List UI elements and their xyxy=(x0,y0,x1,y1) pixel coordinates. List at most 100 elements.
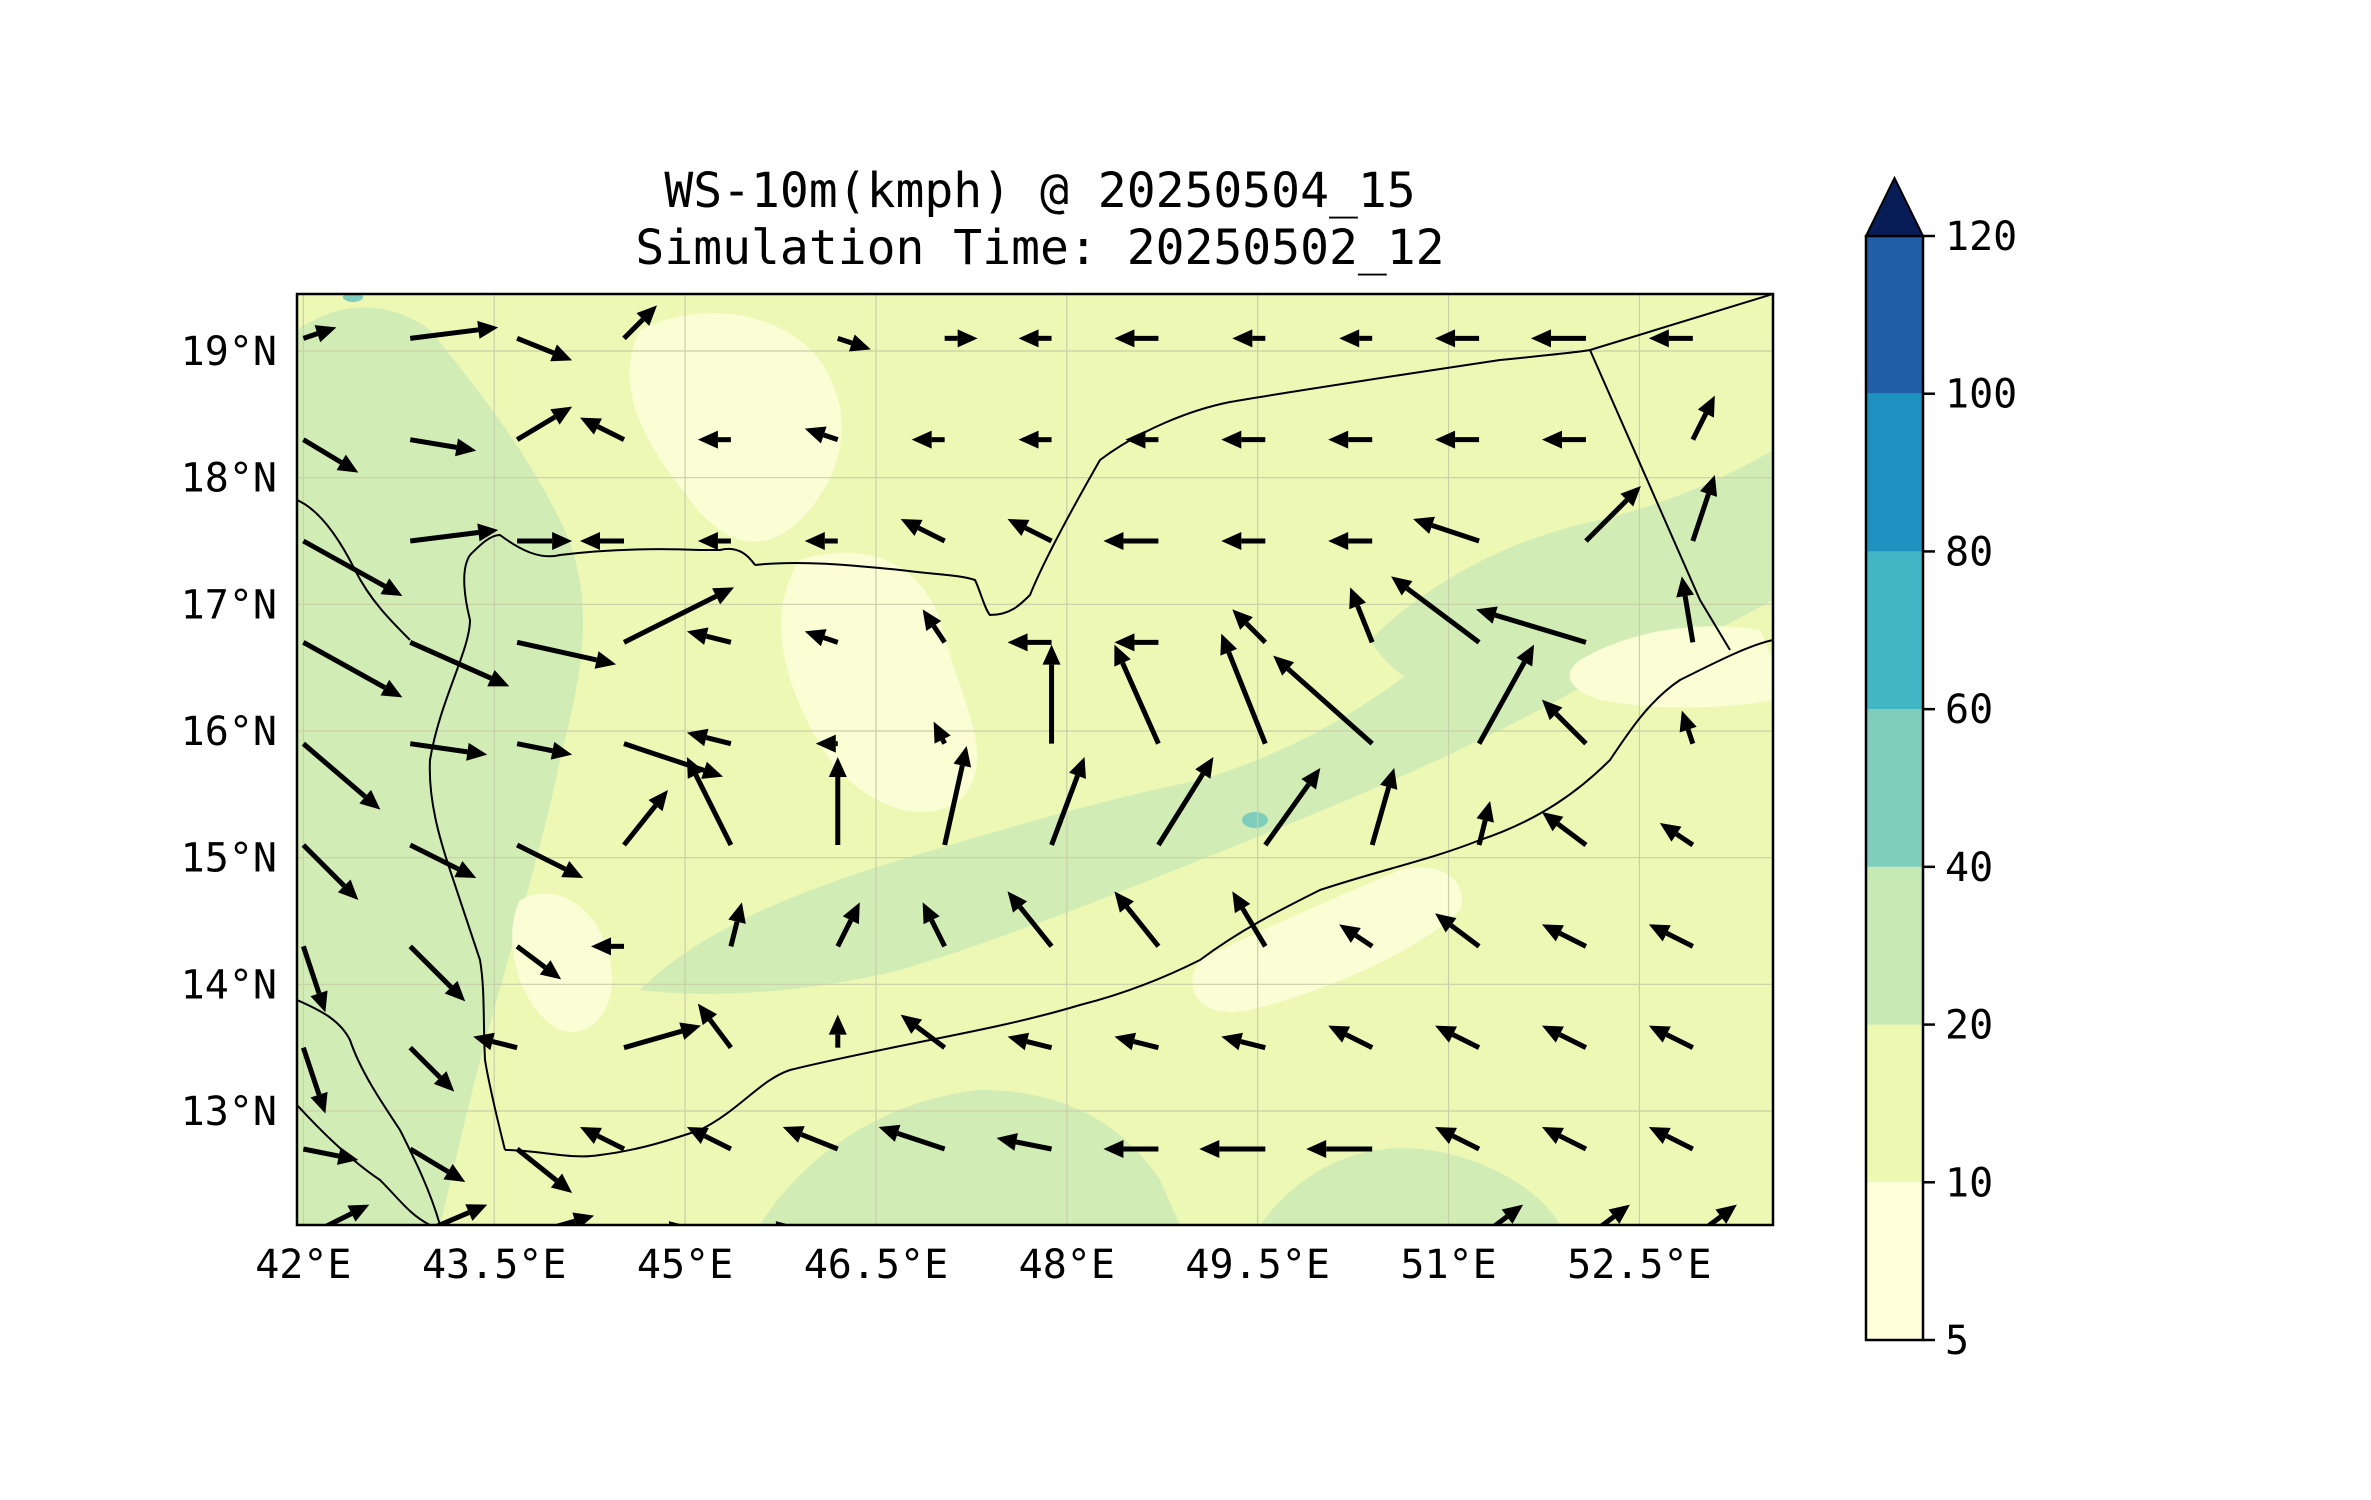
wind-vector xyxy=(622,305,658,341)
wind-vector xyxy=(944,329,978,348)
wind-vector xyxy=(836,334,871,352)
wind-vector xyxy=(300,945,328,1013)
wind-vector xyxy=(1156,757,1214,847)
wind-vector xyxy=(942,746,972,846)
wind-vector xyxy=(828,757,847,845)
wind-vector xyxy=(433,1204,488,1225)
wind-vector xyxy=(1114,1229,1158,1247)
x-tick-label: 52.5°E xyxy=(1567,1242,1712,1288)
wind-vector xyxy=(1328,430,1373,449)
wind-vector xyxy=(1679,710,1697,745)
colorbar-tick-label: 10 xyxy=(1945,1160,1993,1206)
wind-vector xyxy=(1114,329,1159,348)
wind-band-20-40-west-coast xyxy=(297,307,584,1225)
wind-vector xyxy=(591,937,625,956)
wind-vector xyxy=(686,757,734,847)
x-tick-label: 42°E xyxy=(255,1242,351,1288)
x-tick-label: 46.5°E xyxy=(804,1242,949,1288)
wind-vector xyxy=(1114,633,1159,652)
wind-vector xyxy=(1007,1032,1053,1051)
wind-vector xyxy=(1220,633,1268,745)
wind-band-lt10-north xyxy=(629,313,842,542)
wind-vector xyxy=(911,430,945,449)
wind-vector xyxy=(1273,655,1374,746)
wind-vector xyxy=(1435,913,1481,949)
wind-vector xyxy=(1584,486,1641,543)
colorbar-segment xyxy=(1866,1182,1923,1340)
wind-band-20-40-southeast xyxy=(1260,1148,1560,1225)
x-tick-label: 45°E xyxy=(637,1242,733,1288)
map-subtitle: Simulation Time: 20250502_12 xyxy=(635,220,1445,276)
wind-vector xyxy=(516,639,617,669)
coastline-yemen-west xyxy=(428,554,506,1151)
wind-vector xyxy=(815,734,838,753)
wind-vector xyxy=(409,741,488,761)
x-tick-label: 51°E xyxy=(1400,1242,1496,1288)
wind-vector xyxy=(900,519,946,544)
wind-vector xyxy=(622,587,735,645)
y-tick-label: 19°N xyxy=(181,329,277,375)
wind-band-20-40-south xyxy=(760,1090,1180,1225)
colorbar-tick-label: 40 xyxy=(1945,845,1993,891)
y-tick-label: 18°N xyxy=(181,456,277,502)
wind-vector xyxy=(1263,768,1321,847)
wind-vector xyxy=(1328,1025,1374,1050)
wind-vector xyxy=(1339,329,1373,348)
wind-vector xyxy=(1435,430,1480,449)
wind-vector xyxy=(686,728,732,747)
wind-vector xyxy=(302,538,403,596)
colorbar-segment xyxy=(1866,1024,1923,1183)
wind-vector xyxy=(1659,823,1695,848)
colorbar-tick-label: 80 xyxy=(1945,529,1993,575)
wind-vector xyxy=(1690,475,1718,542)
wind-vector xyxy=(1435,1025,1481,1050)
wind-vector xyxy=(1530,329,1586,348)
wind-vectors xyxy=(300,305,1737,1247)
wind-vector xyxy=(516,842,584,878)
wind-vector xyxy=(878,1124,946,1152)
wind-vector xyxy=(1541,1127,1588,1152)
y-tick-label: 17°N xyxy=(181,582,277,628)
wind-vector xyxy=(1690,395,1715,441)
y-tick-label: 16°N xyxy=(181,709,277,755)
colorbar-segment xyxy=(1866,866,1923,1025)
wind-vector xyxy=(623,1022,702,1051)
wind-vector xyxy=(1199,1140,1266,1158)
wind-vector xyxy=(828,1014,847,1048)
wind-vector xyxy=(1648,1025,1694,1050)
wind-vector xyxy=(409,320,499,341)
wind-vector xyxy=(1648,1127,1694,1152)
x-tick-label: 43.5°E xyxy=(422,1242,567,1288)
coastline-horn-of-africa xyxy=(297,1104,431,1225)
wind-vector xyxy=(409,640,510,687)
wind-vector xyxy=(1007,633,1052,652)
coastline-red-sea-yemen xyxy=(469,533,756,566)
wind-vector xyxy=(1103,1140,1159,1158)
wind-vector xyxy=(301,741,381,810)
wind-vector xyxy=(1221,532,1266,550)
wind-vector xyxy=(933,721,951,745)
wind-vector xyxy=(782,1126,839,1152)
wind-vector xyxy=(580,532,625,550)
wind-vector xyxy=(580,1127,626,1152)
wind-vector xyxy=(900,1014,947,1050)
colorbar-tick-label: 120 xyxy=(1945,214,2017,260)
coastline-eritrea-djibouti xyxy=(297,999,441,1225)
colorbar-segment xyxy=(1866,551,1923,710)
wind-vector xyxy=(302,437,359,473)
wind-band-lt10-southeast-coast xyxy=(1192,867,1462,1012)
wind-vector xyxy=(516,336,573,362)
wind-vector xyxy=(1221,430,1266,449)
border-saudi-yemen xyxy=(754,294,1773,617)
map-title: WS-10m(kmph) @ 20250504_15 xyxy=(664,163,1416,219)
wind-vector xyxy=(409,523,499,544)
wind-vector xyxy=(300,1046,328,1114)
map-frame xyxy=(295,292,1775,1227)
colorbar-extend-triangle xyxy=(1864,175,1925,237)
wind-vector xyxy=(1391,576,1481,645)
wind-band-lt10-northeast xyxy=(1569,626,1773,708)
wind-vector xyxy=(1232,609,1268,645)
wind-vector xyxy=(1114,891,1161,948)
wind-vector xyxy=(323,1204,370,1225)
